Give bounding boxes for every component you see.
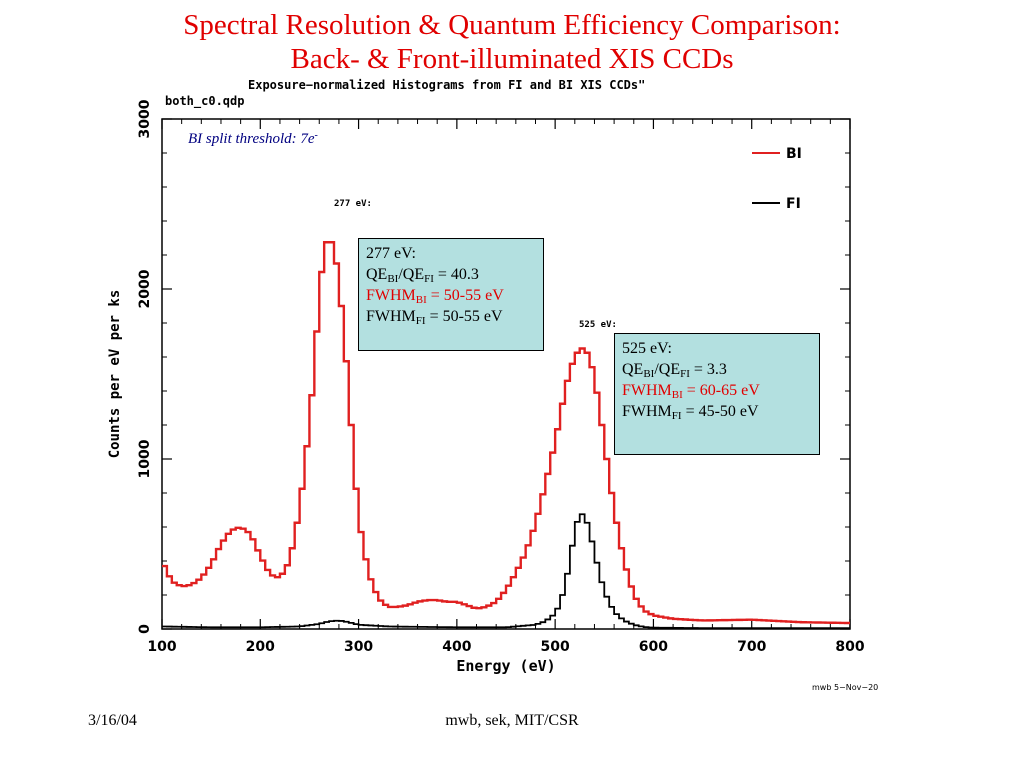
legend-label-fi: FI — [786, 196, 801, 212]
peak-label-525: 525 eV: — [579, 320, 617, 330]
axis-ticks — [161, 118, 851, 630]
x-tick-label: 100 — [147, 639, 176, 655]
legend-label-bi: BI — [786, 146, 802, 162]
footer-date: 3/16/04 — [88, 712, 137, 729]
box1-fwhm-fi: FWHMFI = 50-55 eV — [366, 308, 503, 327]
threshold-sup: - — [314, 130, 318, 141]
box1-title: 277 eV: — [366, 245, 416, 262]
annotation-box-525: 525 eV: QEBI/QEFI = 3.3 FWHMBI = 60-65 e… — [614, 333, 820, 455]
slide-title-line1: Spectral Resolution & Quantum Efficiency… — [183, 9, 841, 41]
plot-frame — [161, 118, 851, 630]
slide-title: Spectral Resolution & Quantum Efficiency… — [0, 8, 1024, 76]
annotation-box-277: 277 eV: QEBI/QEFI = 40.3 FWHMBI = 50-55 … — [358, 238, 544, 351]
peak-label-277: 277 eV: — [334, 199, 372, 209]
y-axis-label: Counts per eV per ks — [107, 290, 123, 459]
x-tick-label: 500 — [541, 639, 570, 655]
y-tick-label: 1000 — [137, 439, 153, 478]
threshold-text: BI split threshold: 7e — [188, 131, 315, 147]
threshold-note: BI split threshold: 7e- — [188, 131, 318, 148]
file-label: both_c0.qdp — [165, 94, 244, 109]
x-axis-label: Energy (eV) — [456, 657, 555, 675]
plot-stamp: mwb 5−Nov−20 — [812, 683, 878, 692]
legend: BI FI — [752, 146, 802, 212]
x-tick-label: 700 — [737, 639, 766, 655]
x-tick-label: 400 — [442, 639, 471, 655]
plot-title: Exposure−normalized Histograms from FI a… — [248, 78, 645, 92]
footer-credit: mwb, sek, MIT/CSR — [445, 712, 579, 729]
y-tick-label: 3000 — [137, 99, 153, 138]
box1-fwhm-bi: FWHMBI = 50-55 eV — [366, 287, 504, 306]
series-line-fi — [162, 513, 850, 630]
box2-qe-ratio: QEBI/QEFI = 3.3 — [622, 361, 727, 380]
series-line-bi — [162, 241, 850, 625]
x-tick-label: 300 — [344, 639, 373, 655]
axis-tick-labels: 100 200 300 400 500 600 700 800 0 1000 2000 3000 — [137, 99, 865, 655]
y-tick-label: 0 — [137, 624, 153, 634]
box2-title: 525 eV: — [622, 340, 672, 357]
box1-qe-ratio: QEBI/QEFI = 40.3 — [366, 266, 479, 285]
y-tick-label: 2000 — [137, 269, 153, 308]
x-tick-label: 200 — [246, 639, 275, 655]
box2-fwhm-bi: FWHMBI = 60-65 eV — [622, 382, 760, 401]
series-layer — [162, 241, 850, 630]
x-tick-label: 600 — [639, 639, 668, 655]
x-tick-label: 800 — [835, 639, 864, 655]
box2-fwhm-fi: FWHMFI = 45-50 eV — [622, 403, 759, 422]
slide-title-line2: Back- & Front-illuminated XIS CCDs — [290, 43, 734, 75]
